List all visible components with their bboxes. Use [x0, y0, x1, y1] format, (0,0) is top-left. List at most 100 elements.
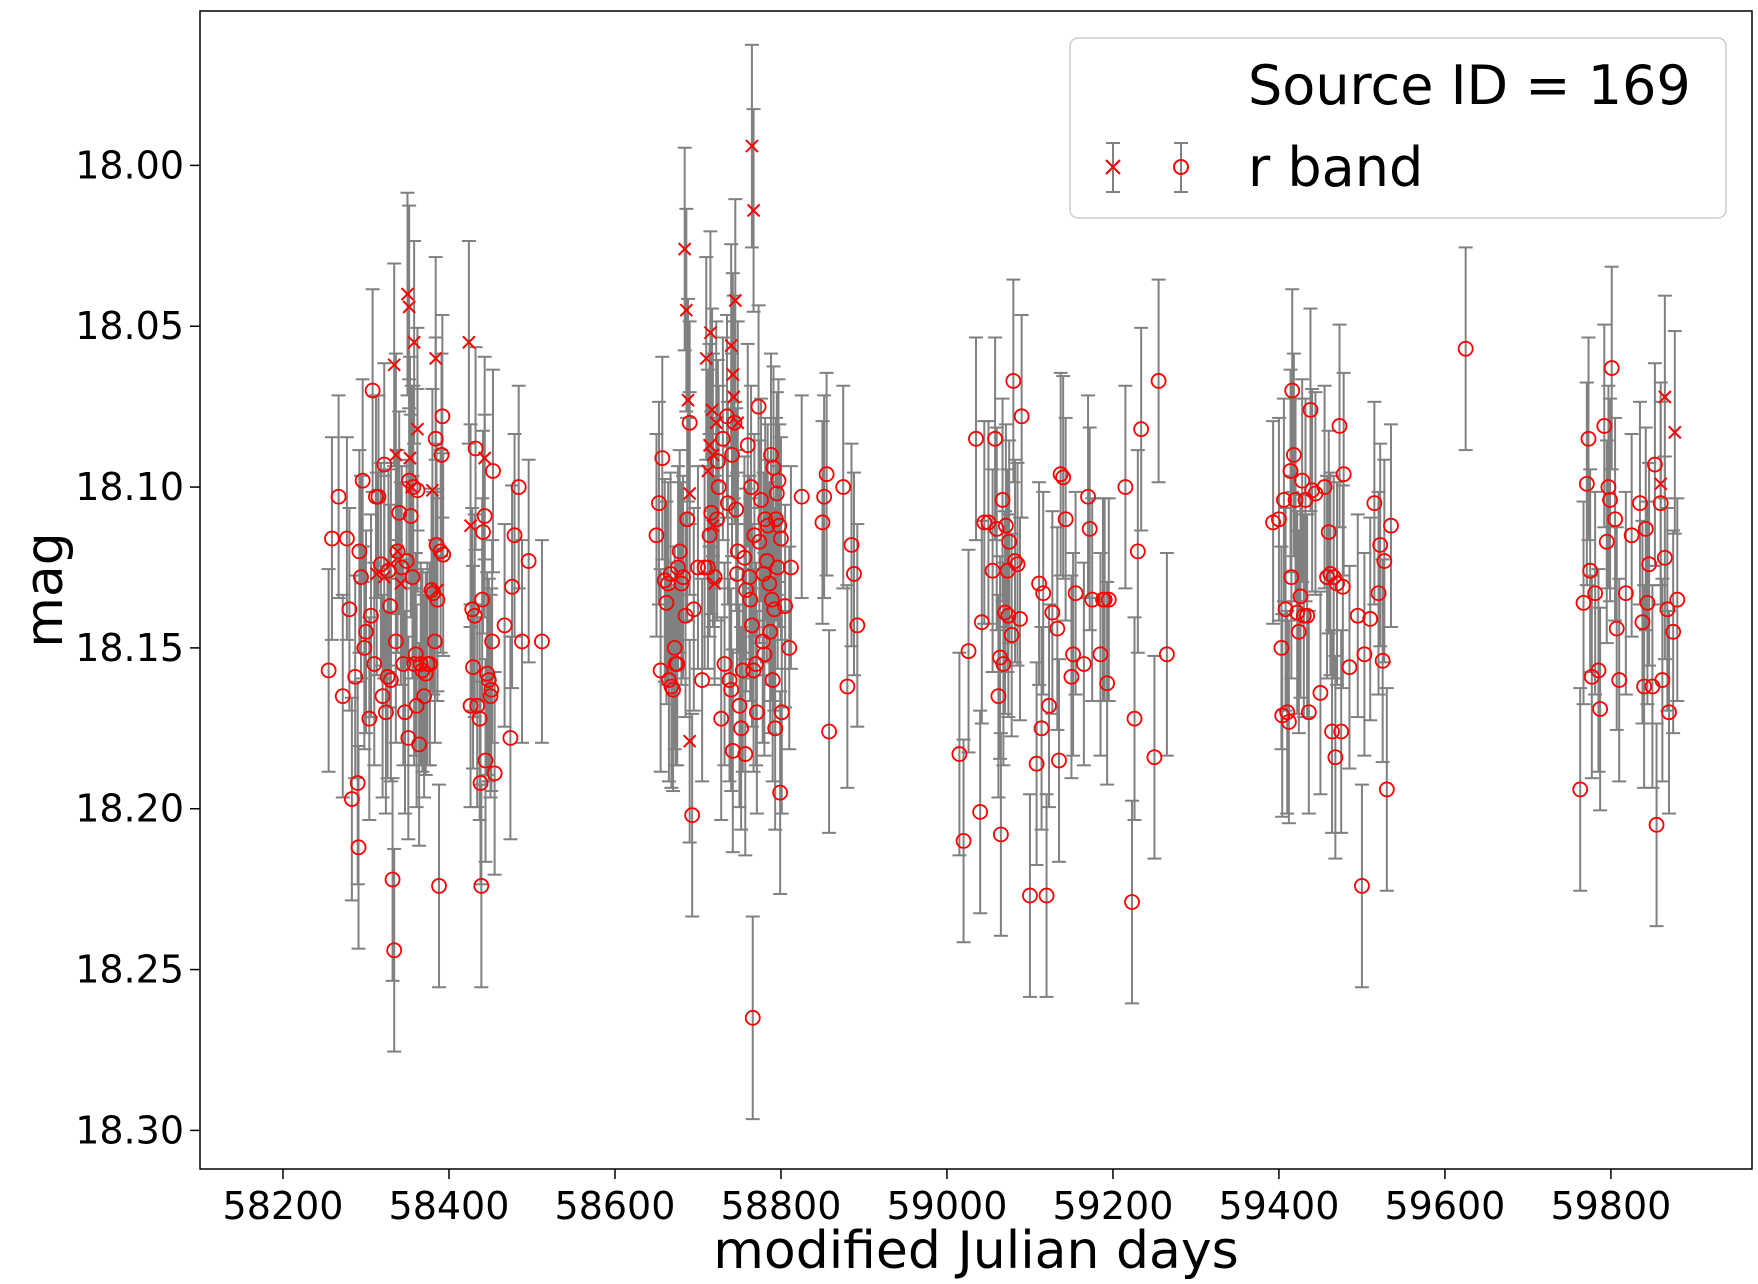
x-tick-label: 59800 — [1550, 1184, 1671, 1228]
data-point-circle — [1457, 340, 1474, 357]
data-point-circle — [1623, 527, 1640, 544]
data-point-cross — [387, 358, 401, 372]
data-point-cross — [384, 557, 398, 571]
data-point-circle — [484, 633, 501, 650]
data-point-circle — [976, 514, 993, 531]
data-point-circle — [654, 450, 671, 467]
data-point-circle — [1587, 585, 1604, 602]
x-tick-label: 59200 — [1052, 1184, 1173, 1228]
data-point-circle — [1049, 620, 1066, 637]
data-point-circle — [990, 688, 1007, 705]
errorbar — [961, 548, 976, 754]
data-point-circle — [1126, 710, 1143, 727]
data-point-circle — [772, 784, 789, 801]
data-point-circle — [520, 553, 537, 569]
errorbar — [1612, 577, 1627, 783]
data-point-circle — [354, 472, 371, 489]
data-point-circle — [1572, 781, 1589, 798]
data-point-circle — [343, 791, 360, 807]
data-point-circle — [1035, 585, 1052, 602]
y-tick-label: 18.00 — [75, 143, 184, 187]
data-point-circle — [658, 594, 675, 611]
errorbar — [1383, 423, 1398, 628]
errorbar — [1458, 246, 1473, 452]
data-point-cross — [428, 351, 443, 366]
errorbar — [1336, 371, 1351, 577]
data-point-circle — [1084, 591, 1101, 608]
errorbar — [745, 915, 760, 1121]
data-point-cross — [703, 325, 718, 340]
data-point-circle — [1608, 620, 1625, 637]
data-point-circle — [378, 704, 394, 721]
errorbar — [969, 336, 983, 542]
data-point-circle — [995, 656, 1012, 672]
data-point-circle — [506, 527, 523, 544]
data-point-circle — [744, 617, 760, 634]
data-point-circle — [1598, 533, 1615, 550]
data-point-cross — [682, 486, 697, 501]
data-point-circle — [421, 656, 438, 672]
data-point-circle — [750, 398, 767, 415]
data-point-circle — [690, 559, 706, 576]
data-point-circle — [473, 878, 490, 894]
data-point-circle — [397, 704, 413, 721]
errorbar — [1624, 432, 1639, 638]
data-point-circle — [474, 591, 491, 608]
data-point-cross — [403, 451, 417, 465]
data-point-circle — [402, 508, 419, 524]
data-point-circle — [1331, 418, 1348, 434]
data-point-circle — [1320, 524, 1337, 540]
x-tick-label: 59600 — [1384, 1184, 1505, 1228]
errorbar — [1342, 564, 1357, 770]
errorbar — [355, 378, 370, 583]
data-point-circle — [1055, 469, 1072, 486]
data-point-circle — [411, 736, 428, 753]
data-point-cross — [463, 518, 478, 533]
data-point-circle — [1287, 492, 1304, 508]
data-point-circle — [992, 826, 1009, 843]
errorbar — [1281, 619, 1296, 825]
data-point-circle — [793, 488, 810, 505]
data-point-circle — [356, 640, 373, 656]
data-point-cross — [370, 567, 384, 581]
data-point-circle — [736, 549, 753, 566]
data-point-circle — [987, 430, 1003, 447]
x-tick-label: 59000 — [887, 1184, 1008, 1228]
data-point-circle — [1370, 585, 1387, 602]
data-point-circle — [1327, 749, 1344, 766]
data-point-cross — [681, 393, 695, 407]
errorbar — [1609, 526, 1624, 731]
y-tick-label: 18.15 — [75, 626, 184, 670]
y-tick-label: 18.25 — [75, 948, 184, 992]
legend-box — [1069, 37, 1727, 219]
data-point-circle — [669, 656, 686, 672]
data-point-cross — [746, 203, 761, 218]
data-point-circle — [846, 566, 862, 582]
errorbar — [1042, 603, 1057, 809]
data-point-circle — [404, 569, 421, 586]
data-point-circle — [1376, 553, 1393, 569]
errorbar — [1379, 687, 1394, 892]
data-point-circle — [1611, 672, 1628, 688]
data-point-cross — [377, 570, 391, 584]
data-point-circle — [1022, 887, 1038, 904]
data-point-circle — [763, 591, 780, 608]
data-point-circle — [748, 656, 764, 672]
data-point-circle — [1280, 713, 1297, 730]
data-point-circle — [684, 807, 701, 824]
data-point-cross — [1653, 477, 1668, 491]
data-point-circle — [773, 704, 790, 721]
errorbar — [1584, 574, 1599, 780]
y-tick-label: 18.05 — [75, 304, 184, 348]
errorbar — [1593, 606, 1608, 812]
data-point-circle — [358, 623, 374, 640]
data-point-circle — [361, 710, 378, 727]
data-point-cross — [728, 293, 743, 308]
marker-layer — [320, 139, 1686, 1026]
errorbar — [1125, 799, 1140, 1005]
errorbar — [1127, 616, 1142, 821]
data-point-circle — [1639, 594, 1656, 611]
data-point-circle — [476, 508, 493, 524]
y-tick-label: 18.30 — [75, 1108, 184, 1152]
data-point-cross — [1668, 425, 1682, 440]
